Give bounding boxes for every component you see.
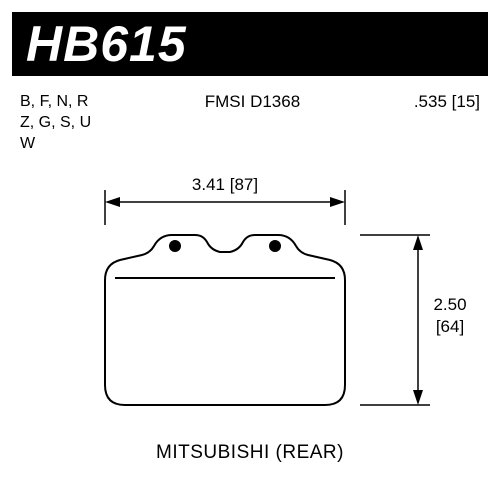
height-in: 2.50 — [433, 295, 466, 314]
arrow-down — [413, 390, 423, 405]
header-band: HB615 — [12, 12, 488, 76]
footer-label: MITSUBISHI (REAR) — [0, 442, 500, 464]
height-mm: [64] — [436, 317, 464, 336]
width-label: 3.41 [87] — [192, 175, 258, 194]
specs-row: B, F, N, R Z, G, S, U W FMSI D1368 .535 … — [20, 92, 480, 154]
arrow-right — [330, 197, 345, 207]
arrow-up — [413, 235, 423, 250]
pad-outline — [105, 235, 345, 405]
arrow-left — [105, 197, 120, 207]
compound-codes: B, F, N, R Z, G, S, U W — [20, 92, 91, 154]
thickness: .535 [15] — [414, 92, 480, 154]
bolt-hole-right — [269, 240, 281, 252]
bolt-hole-left — [169, 240, 181, 252]
part-number: HB615 — [26, 15, 187, 73]
fmsi-code: FMSI D1368 — [205, 92, 300, 154]
brake-pad-diagram: 3.41 [87] 2.50 [64] — [0, 160, 500, 440]
